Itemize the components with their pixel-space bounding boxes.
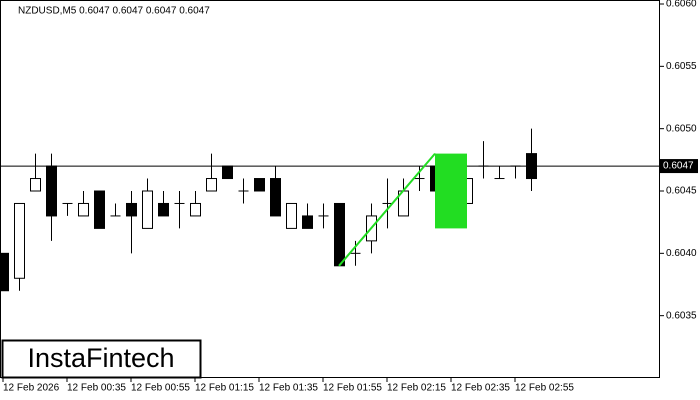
- x-tick-label: 12 Feb 01:15: [195, 383, 254, 394]
- x-tick-label: 12 Feb 01:35: [259, 383, 318, 394]
- candle-body: [286, 202, 297, 229]
- candle-body: [190, 202, 201, 217]
- pattern-box: [435, 153, 467, 229]
- y-tick-label: 0.6035: [666, 310, 697, 321]
- pattern-line: [338, 152, 436, 267]
- candle-body: [30, 178, 41, 192]
- y-tick-label: 0.6060: [666, 0, 697, 10]
- x-tick-label: 12 Feb 00:35: [67, 383, 126, 394]
- x-tick-label: 12 Feb 01:55: [323, 383, 382, 394]
- current-price-box: [660, 159, 698, 174]
- candle-body: [270, 178, 281, 217]
- y-tick-label: 0.6055: [666, 61, 697, 72]
- x-tick-label: 12 Feb 02:15: [387, 383, 446, 394]
- plot-frame: [0, 0, 660, 378]
- logo-text: InstaFintech: [27, 343, 174, 373]
- candle-body: [222, 165, 233, 180]
- y-tick-label: 0.6050: [666, 123, 697, 134]
- candle-body: [526, 153, 537, 180]
- candle-body: [14, 202, 25, 279]
- x-tick-label: 12 Feb 02:55: [515, 383, 574, 394]
- candle-body: [78, 202, 89, 217]
- candle-body: [126, 202, 137, 217]
- candle-body: [94, 190, 105, 229]
- candle-body: [254, 178, 265, 192]
- candle-body: [158, 202, 169, 217]
- candle-body: [206, 178, 217, 192]
- logo-box: [1, 339, 202, 379]
- chart-title: NZDUSD,M5 0.6047 0.6047 0.6047 0.6047: [18, 6, 210, 17]
- logo: InstaFintech: [1, 339, 202, 379]
- candle-body: [142, 190, 153, 229]
- current-price-label: 0.6047: [663, 161, 694, 172]
- candle-body: [46, 165, 57, 217]
- y-tick-label: 0.6045: [666, 186, 697, 197]
- candle-body: [334, 202, 345, 267]
- candle-body: [302, 215, 313, 229]
- y-tick-label: 0.6040: [666, 248, 697, 259]
- candle-body: [0, 252, 9, 292]
- x-tick-label: 12 Feb 2026: [3, 383, 60, 394]
- x-tick-label: 12 Feb 02:35: [451, 383, 510, 394]
- x-tick-label: 12 Feb 00:55: [131, 383, 190, 394]
